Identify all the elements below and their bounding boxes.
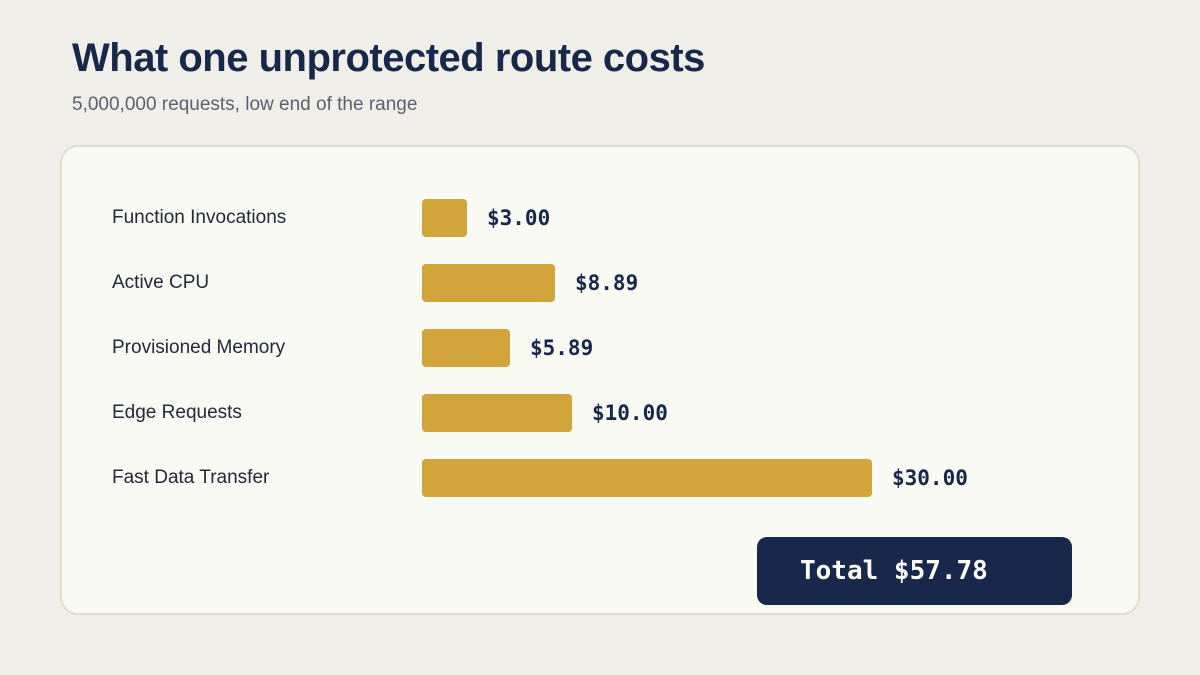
chart-subtitle: 5,000,000 requests, low end of the range: [72, 94, 418, 115]
bar: [422, 459, 872, 497]
category-label: Function Invocations: [112, 207, 287, 228]
total-badge: Total $57.78: [757, 537, 1072, 605]
value-label: $5.89: [530, 336, 594, 360]
category-label: Edge Requests: [112, 402, 242, 423]
bar: [422, 264, 555, 302]
bar-row: Fast Data Transfer $30.00: [62, 458, 1138, 498]
bar-row: Function Invocations $3.00: [62, 198, 1138, 238]
bar: [422, 329, 510, 367]
category-label: Fast Data Transfer: [112, 467, 270, 488]
category-label: Provisioned Memory: [112, 337, 286, 358]
value-label: $3.00: [487, 206, 551, 230]
bar: [422, 394, 572, 432]
bar: [422, 199, 467, 237]
chart-card: Function Invocations $3.00 Active CPU $8.89…: [60, 145, 1140, 615]
category-label: Active CPU: [112, 272, 210, 293]
value-label: $30.00: [892, 466, 968, 490]
bar-row: Active CPU $8.89: [62, 263, 1138, 303]
value-label: $8.89: [575, 271, 639, 295]
value-label: $10.00: [592, 401, 668, 425]
chart-title: What one unprotected route costs: [72, 36, 705, 80]
bar-row: Edge Requests $10.00: [62, 393, 1138, 433]
bar-row: Provisioned Memory $5.89: [62, 328, 1138, 368]
